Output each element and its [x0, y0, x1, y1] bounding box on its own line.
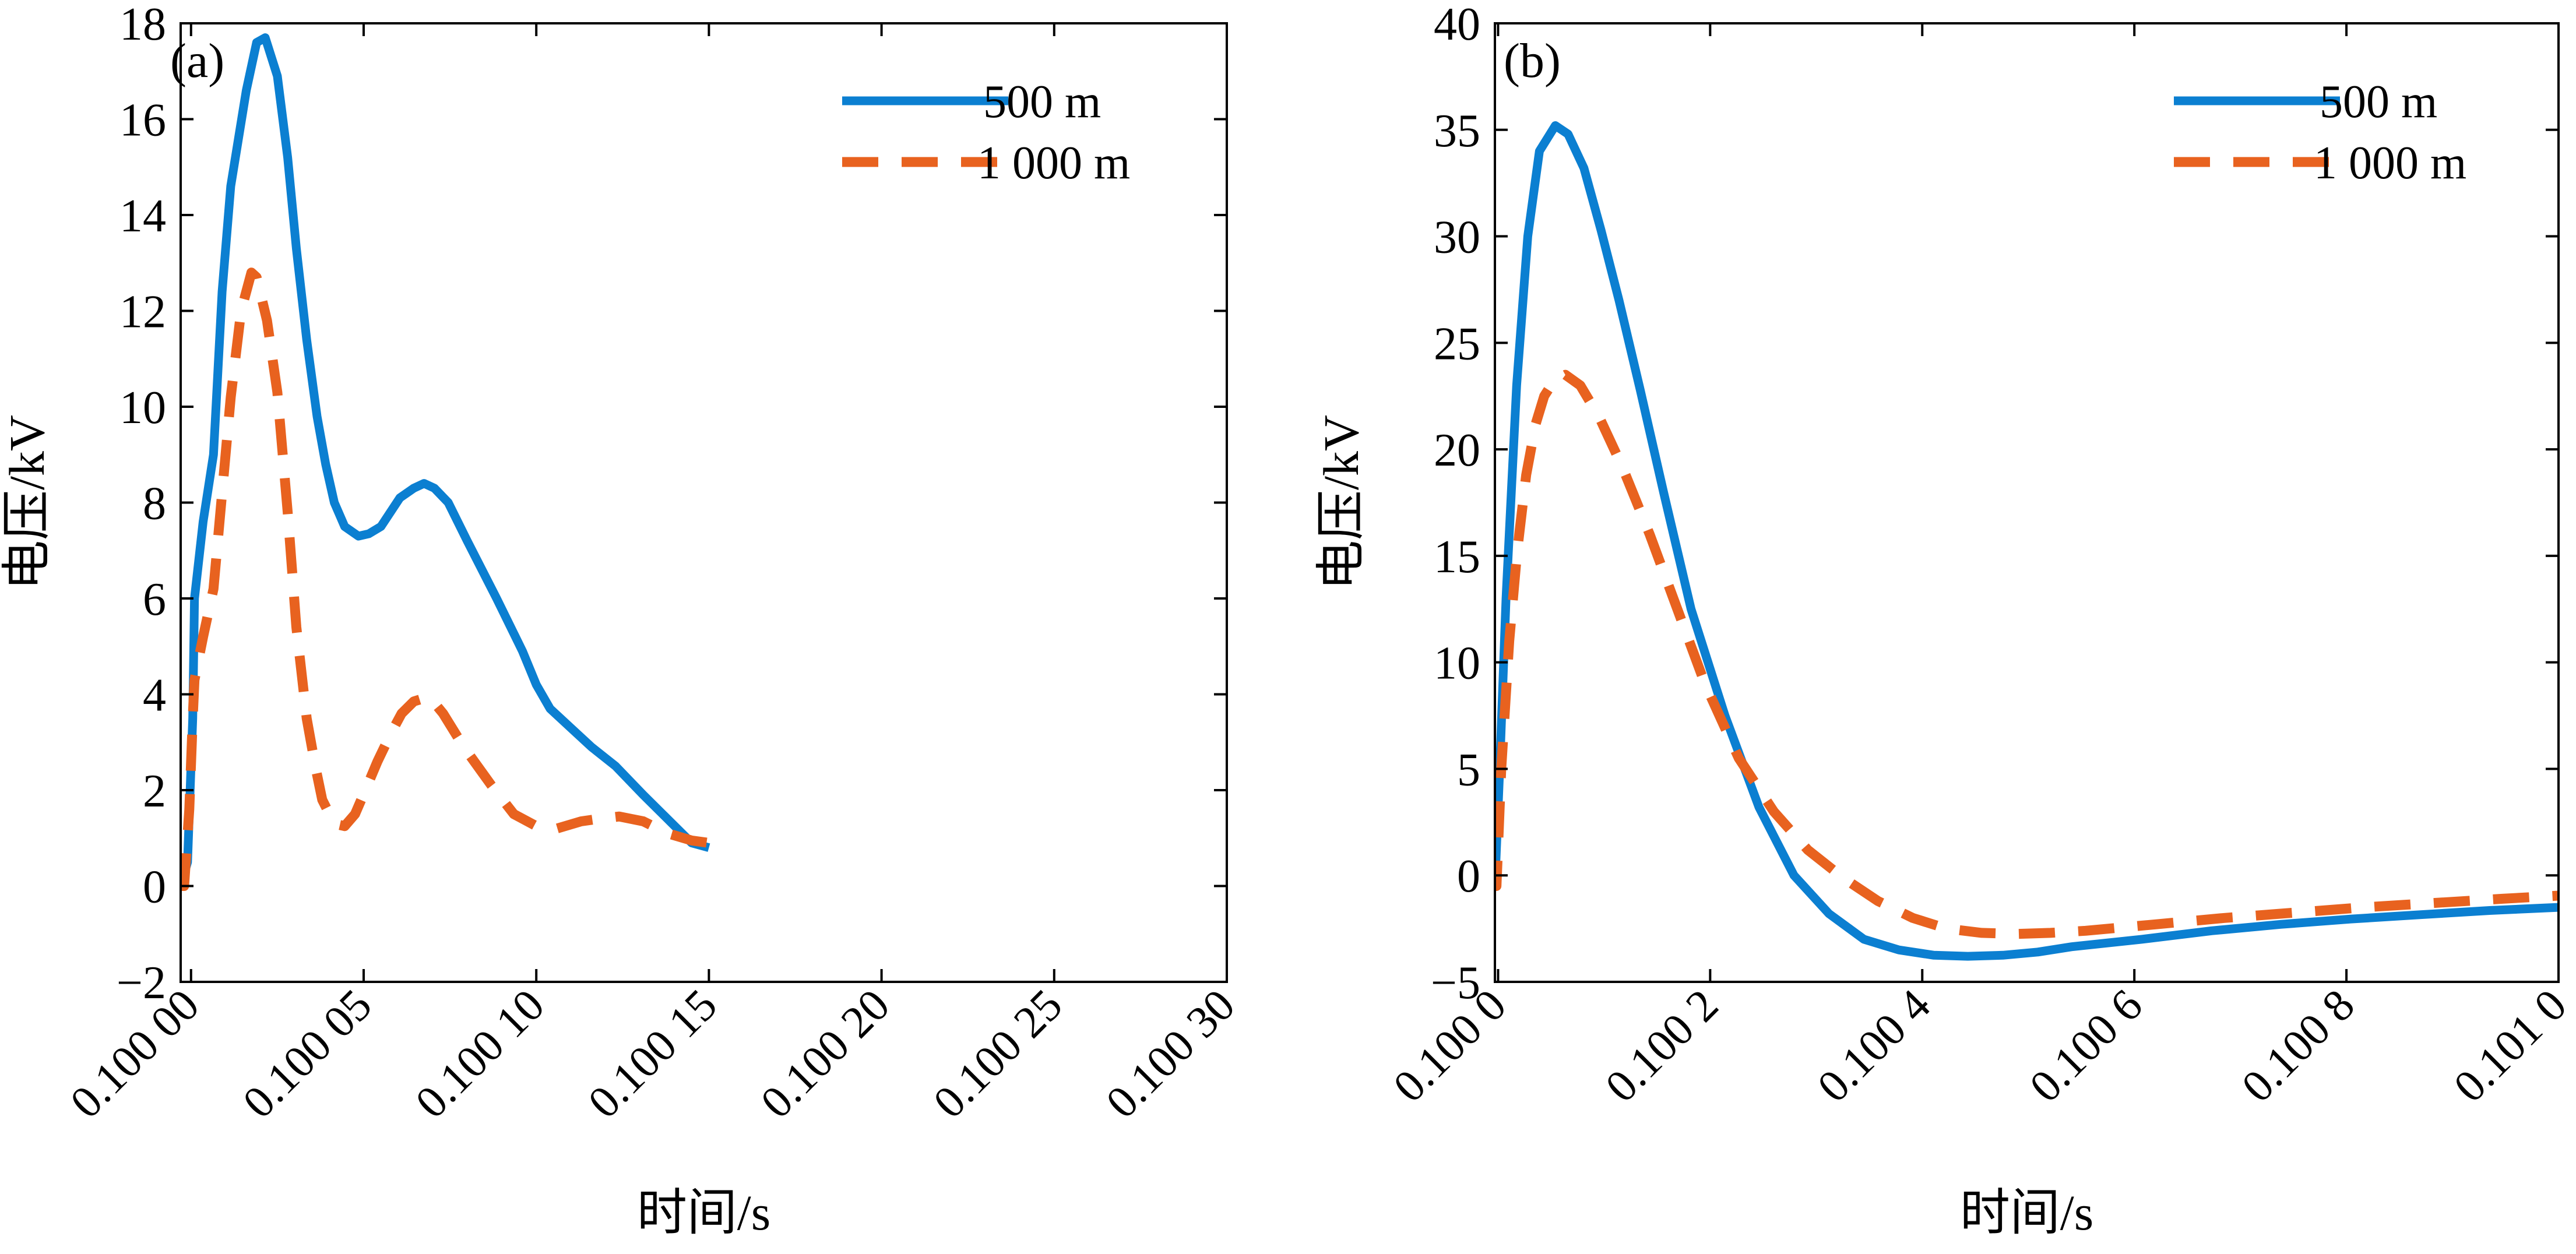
chart-a-y-tick-label: 16 [119, 95, 166, 146]
chart-a-y-axis-label: 电压/kV [0, 415, 55, 590]
chart-a-legend: 500 m 1 000 m [842, 76, 1130, 189]
chart-a-x-tick-label: 0.100 30 [1096, 980, 1244, 1128]
chart-a-x-tick-label: 0.100 15 [578, 980, 727, 1128]
chart-b-legend: 500 m 1 000 m [2174, 76, 2466, 189]
chart-b-panel-label: (b) [1504, 34, 1561, 88]
chart-a-frame [180, 22, 1228, 983]
chart-a-panel-label: (a) [170, 34, 224, 88]
chart-b-series-line-1000m [1495, 369, 2559, 939]
chart-a-x-tick-label: 0.100 10 [406, 980, 554, 1128]
chart-b-y-tick-label: 25 [1434, 318, 1480, 369]
chart-a-y-tick-label: 6 [143, 574, 166, 625]
chart-b-legend-label-500m: 500 m [2320, 76, 2437, 128]
chart-a-y-tick-label: 0 [143, 862, 166, 913]
chart-b-x-tick-label: 0.100 4 [1807, 980, 1940, 1112]
chart-a-x-tick-label: 0.100 20 [751, 980, 899, 1128]
chart-b-series-group [1495, 121, 2559, 961]
chart-b-y-tick-label: 10 [1434, 638, 1480, 689]
chart-a-series-line-1000m [181, 267, 710, 891]
chart-a-y-tick-label: 4 [143, 670, 166, 721]
chart-b-y-tick-label: 15 [1434, 531, 1480, 583]
chart-a-y-tick-label: 2 [143, 766, 166, 817]
chart-b-x-tick-label: 0.101 0 [2444, 980, 2576, 1112]
chart-a-series-group [181, 33, 710, 891]
chart-b-y-tick-label: 40 [1434, 0, 1480, 50]
chart-a-y-tick-label: 8 [143, 478, 166, 530]
chart-b-y-axis-label: 电压/kV [1313, 415, 1369, 590]
chart-a-y-tick-label: 18 [119, 0, 166, 50]
chart-a-x-axis-label: 时间/s [637, 1185, 770, 1241]
chart-a-x-tick-label: 0.100 05 [233, 980, 381, 1128]
chart-a-y-tick-label: 12 [119, 287, 166, 338]
chart-b-y-tick-label: 0 [1457, 851, 1480, 902]
chart-b-y-tick-label: 35 [1434, 105, 1480, 157]
chart-b-x-tick-label: 0.100 6 [2019, 980, 2152, 1112]
chart-b-legend-label-1000m: 1 000 m [2314, 138, 2466, 189]
chart-b-x-tick-label: 0.100 2 [1595, 980, 1727, 1112]
chart-a-series-line-500m [181, 33, 710, 887]
chart-b-y-tick-label: 5 [1457, 744, 1480, 795]
chart-a-legend-label-500m: 500 m [983, 76, 1101, 128]
chart-a-y-tick-label: −2 [117, 957, 166, 1009]
chart-a-legend-label-1000m: 1 000 m [977, 138, 1130, 189]
chart-a-y-tick-label: 14 [119, 191, 166, 242]
chart-b-y-tick-label: 30 [1434, 212, 1480, 263]
chart-b-y-tick-label: 20 [1434, 425, 1480, 476]
chart-a-y-tick-label: 10 [119, 382, 166, 434]
chart-b-x-tick-label: 0.100 8 [2232, 980, 2364, 1112]
chart-b-y-tick-label: −5 [1431, 957, 1480, 1009]
chart-b-series-line-500m [1495, 121, 2559, 961]
chart-a-x-tick-label: 0.100 25 [923, 980, 1072, 1128]
chart-b-x-axis-label: 时间/s [1960, 1185, 2093, 1241]
chart-b-frame [1494, 22, 2560, 983]
